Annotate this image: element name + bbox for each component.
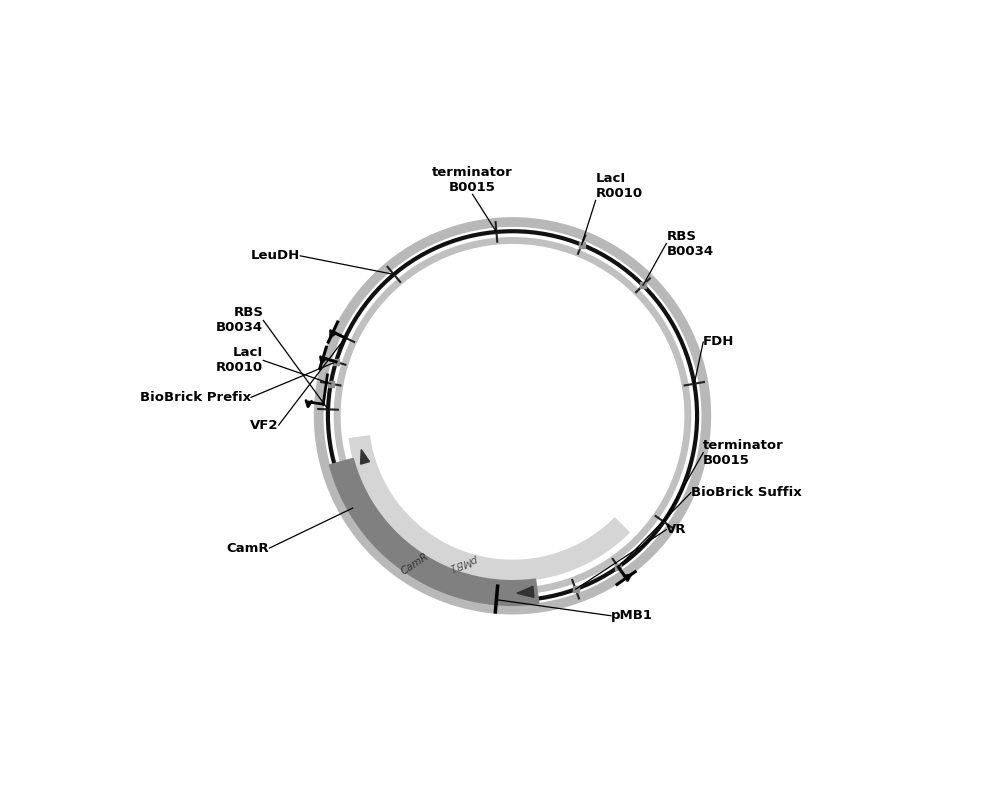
Bar [615, 564, 621, 570]
Text: BioBrick Suffix: BioBrick Suffix [691, 487, 802, 499]
Text: RBS
B0034: RBS B0034 [666, 229, 713, 257]
Polygon shape [329, 459, 539, 606]
Bar [333, 359, 339, 365]
Bar [640, 282, 646, 288]
Bar [579, 241, 585, 248]
Text: VF2: VF2 [250, 419, 279, 431]
Text: VR: VR [666, 523, 687, 536]
Text: CamR: CamR [399, 551, 430, 576]
Text: LacI
R0010: LacI R0010 [596, 173, 643, 201]
Bar [573, 586, 579, 592]
Polygon shape [361, 450, 369, 464]
Text: RBS
B0034: RBS B0034 [216, 307, 263, 335]
Polygon shape [517, 586, 534, 598]
Text: LacI
R0010: LacI R0010 [216, 347, 263, 375]
Text: terminator
B0015: terminator B0015 [703, 439, 784, 467]
Text: BioBrick Prefix: BioBrick Prefix [140, 391, 251, 403]
Text: LeuDH: LeuDH [251, 249, 300, 262]
Text: pMB1: pMB1 [448, 554, 479, 572]
Text: CamR: CamR [227, 542, 269, 555]
Polygon shape [349, 436, 629, 581]
Text: terminator
B0015: terminator B0015 [432, 166, 513, 194]
Bar [328, 380, 334, 387]
Text: pMB1: pMB1 [611, 610, 653, 622]
Text: FDH: FDH [703, 336, 735, 348]
